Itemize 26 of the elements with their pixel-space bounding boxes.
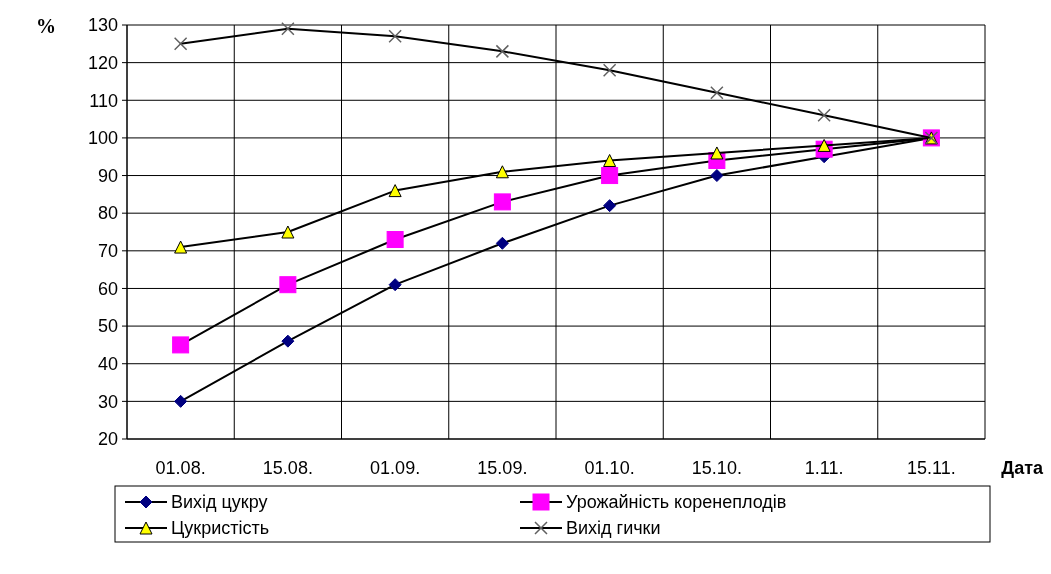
x-tick-label: 1.11. — [804, 458, 844, 478]
legend-label: Вихід цукру — [171, 492, 268, 513]
x-tick-label: 01.08. — [155, 458, 206, 478]
y-tick-label: 50 — [97, 316, 118, 337]
y-axis-title: % — [36, 15, 56, 37]
y-tick-label: 20 — [97, 429, 118, 450]
legend-label: Урожайність коренеплодів — [566, 492, 787, 513]
x-axis-title: Дата — [1001, 458, 1044, 478]
x-tick-label: 15.09. — [477, 458, 528, 478]
y-tick-label: 110 — [89, 90, 118, 111]
legend-label: Вихід гички — [566, 518, 661, 539]
y-tick-label: 130 — [87, 15, 118, 36]
x-tick-label: 15.08. — [262, 458, 313, 478]
x-tick-label: 15.11. — [907, 458, 956, 478]
x-tick-label: 01.10. — [584, 458, 635, 478]
y-tick-label: 120 — [87, 52, 118, 73]
y-tick-label: 100 — [87, 128, 118, 149]
y-tick-label: 70 — [97, 241, 118, 262]
x-tick-label: 15.10. — [691, 458, 742, 478]
y-tick-label: 60 — [97, 278, 118, 299]
x-tick-label: 01.09. — [370, 458, 421, 478]
y-tick-label: 90 — [97, 165, 118, 186]
y-tick-label: 80 — [97, 203, 118, 224]
y-tick-label: 40 — [97, 354, 118, 375]
legend-label: Цукристість — [171, 518, 270, 539]
y-tick-label: 30 — [97, 391, 118, 412]
